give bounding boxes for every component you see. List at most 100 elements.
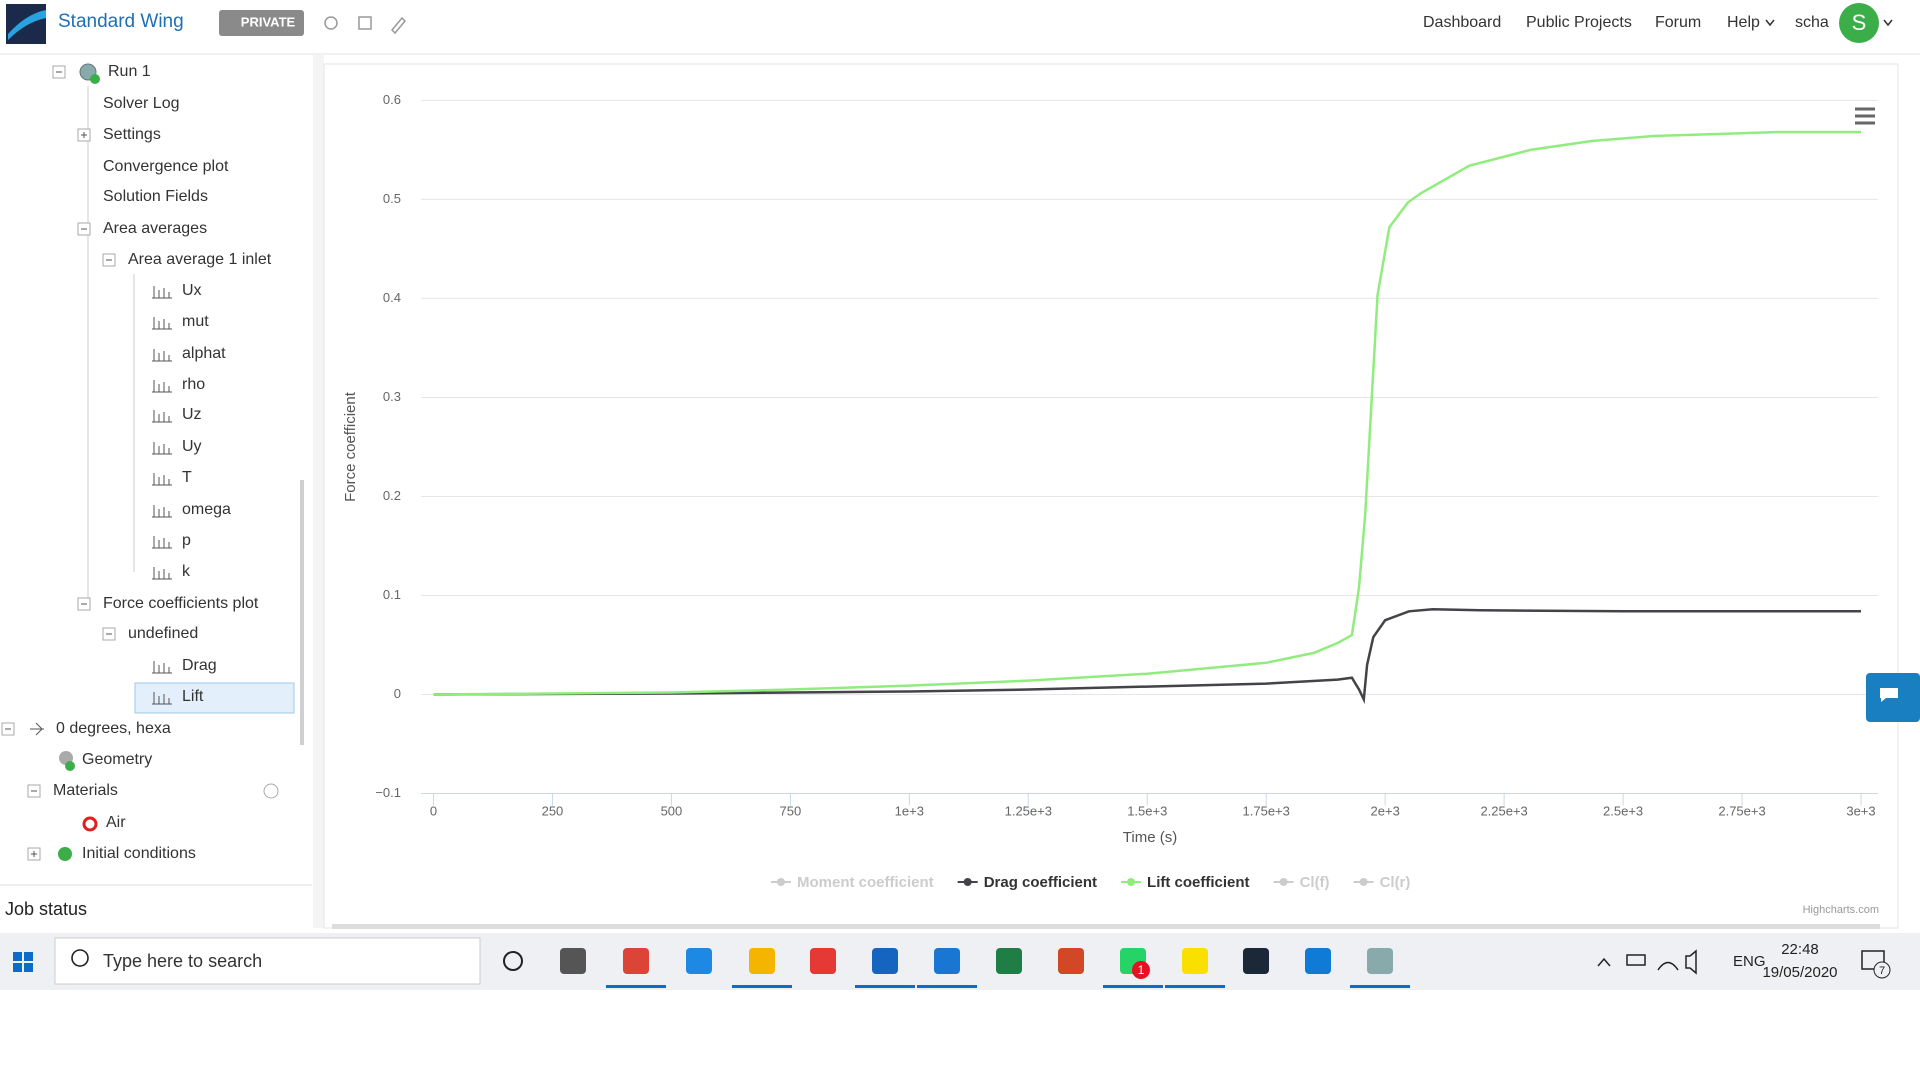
project-title[interactable]: Standard Wing — [58, 11, 184, 32]
tree-item[interactable]: 0 degrees, hexa — [56, 720, 171, 737]
avatar-letter: S — [1852, 10, 1867, 35]
plot-icon — [152, 380, 172, 393]
cortana[interactable] — [503, 951, 523, 971]
add-material[interactable] — [263, 783, 279, 799]
status-error — [82, 816, 98, 832]
tree-item[interactable]: Lift — [182, 688, 204, 705]
search-placeholder[interactable]: Type here to search — [103, 951, 262, 971]
legend-item[interactable]: Drag coefficient — [984, 874, 1097, 891]
plot-icon — [152, 661, 172, 674]
chart-credit: Highcharts.com — [1803, 904, 1879, 916]
whatsapp-badge — [1132, 961, 1150, 979]
tree-item[interactable]: Solver Log — [103, 95, 180, 112]
tree-item[interactable]: omega — [182, 501, 231, 518]
tree-item[interactable]: Air — [106, 814, 126, 831]
language[interactable]: ENG — [1733, 953, 1766, 970]
x-tick-label: 1.25e+3 — [1005, 803, 1052, 818]
x-tick-label: 1.5e+3 — [1127, 803, 1167, 818]
tree-item[interactable]: Drag — [182, 657, 217, 674]
chat-button[interactable] — [1866, 673, 1920, 722]
app-running — [1165, 985, 1225, 988]
legend-marker — [777, 878, 785, 886]
tray-icons[interactable] — [1597, 949, 1697, 975]
selected-row — [134, 682, 295, 714]
help-caret — [1765, 19, 1775, 27]
app-icon[interactable] — [934, 948, 960, 974]
tree-item[interactable]: Convergence plot — [103, 158, 229, 175]
status-ok — [58, 847, 72, 861]
tree-item[interactable]: T — [182, 469, 192, 486]
private-label: PRIVATE — [241, 14, 296, 29]
app-icon[interactable] — [1182, 948, 1208, 974]
tree-item[interactable]: Area average 1 inlet — [128, 251, 272, 268]
app-running — [1350, 985, 1410, 988]
tree-item[interactable]: alphat — [182, 345, 226, 362]
search-box[interactable] — [54, 937, 481, 985]
tree-item[interactable]: Run 1 — [108, 63, 151, 80]
app-running — [732, 985, 792, 988]
nav-dashboard[interactable]: Dashboard — [1423, 14, 1501, 31]
tree-item[interactable]: Uz — [182, 406, 202, 423]
tree-item[interactable]: Geometry — [82, 751, 152, 768]
app-running — [917, 985, 977, 988]
tree-item[interactable]: undefined — [128, 625, 198, 642]
job-status[interactable]: Job status — [5, 899, 87, 919]
header-tools[interactable] — [324, 16, 407, 35]
logo — [6, 4, 46, 44]
clock-time[interactable]: 22:48 — [1781, 941, 1819, 958]
tree-item[interactable]: rho — [182, 376, 205, 393]
app-running — [1103, 985, 1163, 988]
tree-item[interactable]: k — [182, 563, 191, 580]
tree-item[interactable]: Uy — [182, 438, 202, 455]
nav-help[interactable]: Help — [1727, 14, 1760, 31]
tree-item[interactable]: Settings — [103, 126, 161, 143]
app-icon[interactable] — [1058, 948, 1084, 974]
sidebar — [0, 55, 312, 928]
app-icon[interactable] — [810, 948, 836, 974]
y-axis-title: Force coefficient — [342, 391, 359, 502]
app-icon[interactable] — [623, 948, 649, 974]
tree-item[interactable]: p — [182, 532, 191, 549]
app-icon[interactable] — [1305, 948, 1331, 974]
avatar[interactable] — [1839, 3, 1879, 43]
notification-icon[interactable] — [1861, 950, 1885, 970]
nav-public-projects[interactable]: Public Projects — [1526, 14, 1632, 31]
tree-item[interactable]: Ux — [182, 282, 202, 299]
tree-item[interactable]: mut — [182, 313, 209, 330]
app-icon[interactable] — [872, 948, 898, 974]
legend-item[interactable]: Lift coefficient — [1147, 874, 1250, 891]
y-tick-label: 0.4 — [383, 290, 401, 305]
chart-menu[interactable] — [1855, 107, 1875, 125]
y-tick-label: 0.3 — [383, 389, 401, 404]
app-icon[interactable] — [1367, 948, 1393, 974]
tree-item[interactable]: Force coefficients plot — [103, 595, 259, 612]
search-icon — [71, 949, 89, 967]
app-icon[interactable] — [749, 948, 775, 974]
splitter — [313, 55, 324, 928]
whatsapp-badge-count: 1 — [1138, 963, 1145, 977]
app-icon[interactable] — [1243, 948, 1269, 974]
chart-scrollbar[interactable] — [332, 924, 1880, 929]
app-icon[interactable] — [996, 948, 1022, 974]
tree-item[interactable]: Area averages — [103, 220, 207, 237]
sidebar-scrollbar[interactable] — [300, 480, 304, 745]
tree-item[interactable]: Materials — [53, 782, 118, 799]
app-running — [855, 985, 915, 988]
plot-icon — [152, 692, 172, 705]
start-button[interactable] — [13, 952, 33, 972]
series-line — [433, 608, 1861, 704]
tree-item[interactable]: Solution Fields — [103, 188, 208, 205]
app-icon[interactable] — [560, 948, 586, 974]
nav-forum[interactable]: Forum — [1655, 14, 1701, 31]
plot-icon — [152, 349, 172, 362]
legend-item[interactable]: Moment coefficient — [797, 874, 934, 891]
tree-item[interactable]: Initial conditions — [82, 845, 196, 862]
tree-expander-sign — [31, 851, 37, 857]
app-icon[interactable] — [686, 948, 712, 974]
user-name[interactable]: scha — [1795, 14, 1829, 31]
legend-item[interactable]: Cl(r) — [1380, 874, 1411, 891]
legend-item[interactable]: Cl(f) — [1300, 874, 1330, 891]
x-axis-title: Time (s) — [1123, 829, 1177, 846]
taskbar-apps — [560, 948, 1410, 988]
clock-date[interactable]: 19/05/2020 — [1762, 964, 1837, 981]
